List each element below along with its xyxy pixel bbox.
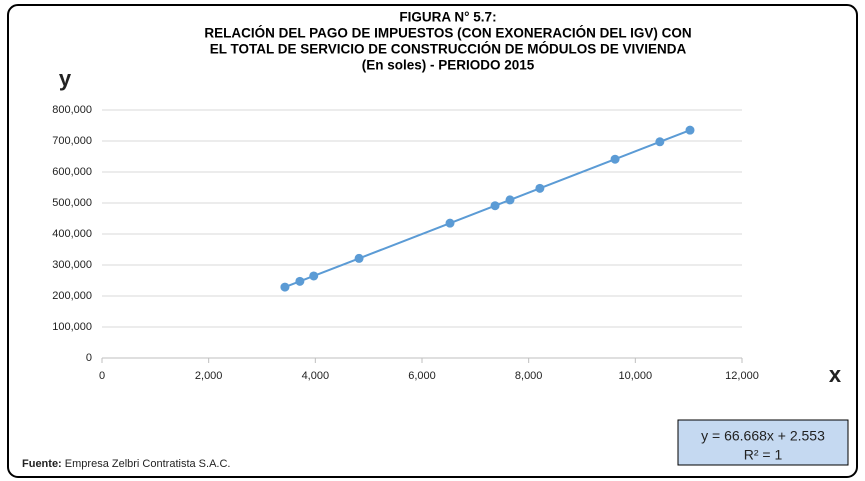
x-tick-label: 12,000 bbox=[725, 370, 759, 382]
frame bbox=[7, 4, 858, 478]
point bbox=[445, 218, 455, 228]
source: Fuente: Empresa Zelbri Contratista S.A.C… bbox=[22, 458, 230, 470]
y-tick-label: 700,000 bbox=[52, 135, 92, 147]
x-tick-label: 4,000 bbox=[302, 370, 330, 382]
point bbox=[309, 271, 319, 281]
point bbox=[685, 125, 695, 135]
point bbox=[490, 201, 500, 211]
x-tick-label: 8,000 bbox=[515, 370, 543, 382]
point bbox=[655, 137, 665, 147]
point bbox=[505, 195, 515, 205]
point bbox=[535, 183, 545, 193]
chart-title: (En soles) - PERIODO 2015 bbox=[362, 58, 535, 73]
r-squared: R² = 1 bbox=[744, 447, 783, 463]
chart-title: FIGURA N° 5.7: bbox=[399, 10, 496, 25]
point bbox=[610, 154, 620, 164]
y-tick-label: 400,000 bbox=[52, 228, 92, 240]
y-tick-label: 200,000 bbox=[52, 290, 92, 302]
y-tick-label: 300,000 bbox=[52, 259, 92, 271]
chart-title: EL TOTAL DE SERVICIO DE CONSTRUCCIÓN DE … bbox=[210, 42, 687, 57]
point bbox=[295, 276, 305, 286]
equation-box bbox=[677, 419, 849, 466]
y-tick-label: 600,000 bbox=[52, 166, 92, 178]
x-axis-label: x bbox=[829, 362, 842, 387]
x-tick-label: 10,000 bbox=[619, 370, 653, 382]
y-tick-label: 500,000 bbox=[52, 197, 92, 209]
source-label: Fuente: bbox=[22, 458, 62, 470]
point bbox=[354, 253, 364, 263]
source-text: Empresa Zelbri Contratista S.A.C. bbox=[65, 458, 231, 470]
y-tick-label: 100,000 bbox=[52, 321, 92, 333]
x-tick-label: 6,000 bbox=[408, 370, 436, 382]
x-tick-label: 0 bbox=[99, 370, 105, 382]
chart-title: RELACIÓN DEL PAGO DE IMPUESTOS (CON EXON… bbox=[204, 26, 691, 41]
x-tick-label: 2,000 bbox=[195, 370, 223, 382]
point bbox=[280, 282, 290, 292]
y-tick-label: 0 bbox=[86, 352, 92, 364]
equation: y = 66.668x + 2.553 bbox=[701, 428, 825, 444]
y-tick-label: 800,000 bbox=[52, 104, 92, 116]
y-axis-label: y bbox=[59, 66, 72, 91]
